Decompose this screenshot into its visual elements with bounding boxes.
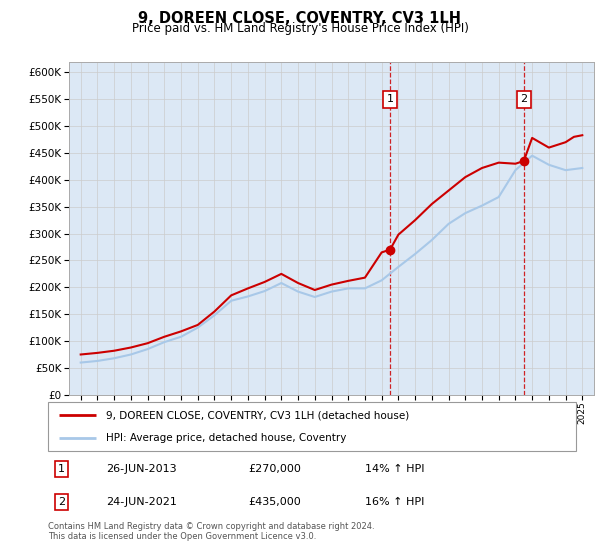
Text: 1: 1 (386, 94, 394, 104)
Text: 26-JUN-2013: 26-JUN-2013 (106, 464, 177, 474)
FancyBboxPatch shape (48, 402, 576, 451)
Text: £270,000: £270,000 (248, 464, 302, 474)
Text: 24-JUN-2021: 24-JUN-2021 (106, 497, 177, 507)
Text: 9, DOREEN CLOSE, COVENTRY, CV3 1LH (detached house): 9, DOREEN CLOSE, COVENTRY, CV3 1LH (deta… (106, 410, 409, 421)
Text: Contains HM Land Registry data © Crown copyright and database right 2024.
This d: Contains HM Land Registry data © Crown c… (48, 522, 374, 542)
Text: 2: 2 (58, 497, 65, 507)
Text: 9, DOREEN CLOSE, COVENTRY, CV3 1LH: 9, DOREEN CLOSE, COVENTRY, CV3 1LH (139, 11, 461, 26)
Text: 2: 2 (520, 94, 527, 104)
Text: £435,000: £435,000 (248, 497, 301, 507)
Text: 16% ↑ HPI: 16% ↑ HPI (365, 497, 424, 507)
Text: HPI: Average price, detached house, Coventry: HPI: Average price, detached house, Cove… (106, 433, 346, 444)
Text: 14% ↑ HPI: 14% ↑ HPI (365, 464, 424, 474)
Text: 1: 1 (58, 464, 65, 474)
Text: Price paid vs. HM Land Registry's House Price Index (HPI): Price paid vs. HM Land Registry's House … (131, 22, 469, 35)
